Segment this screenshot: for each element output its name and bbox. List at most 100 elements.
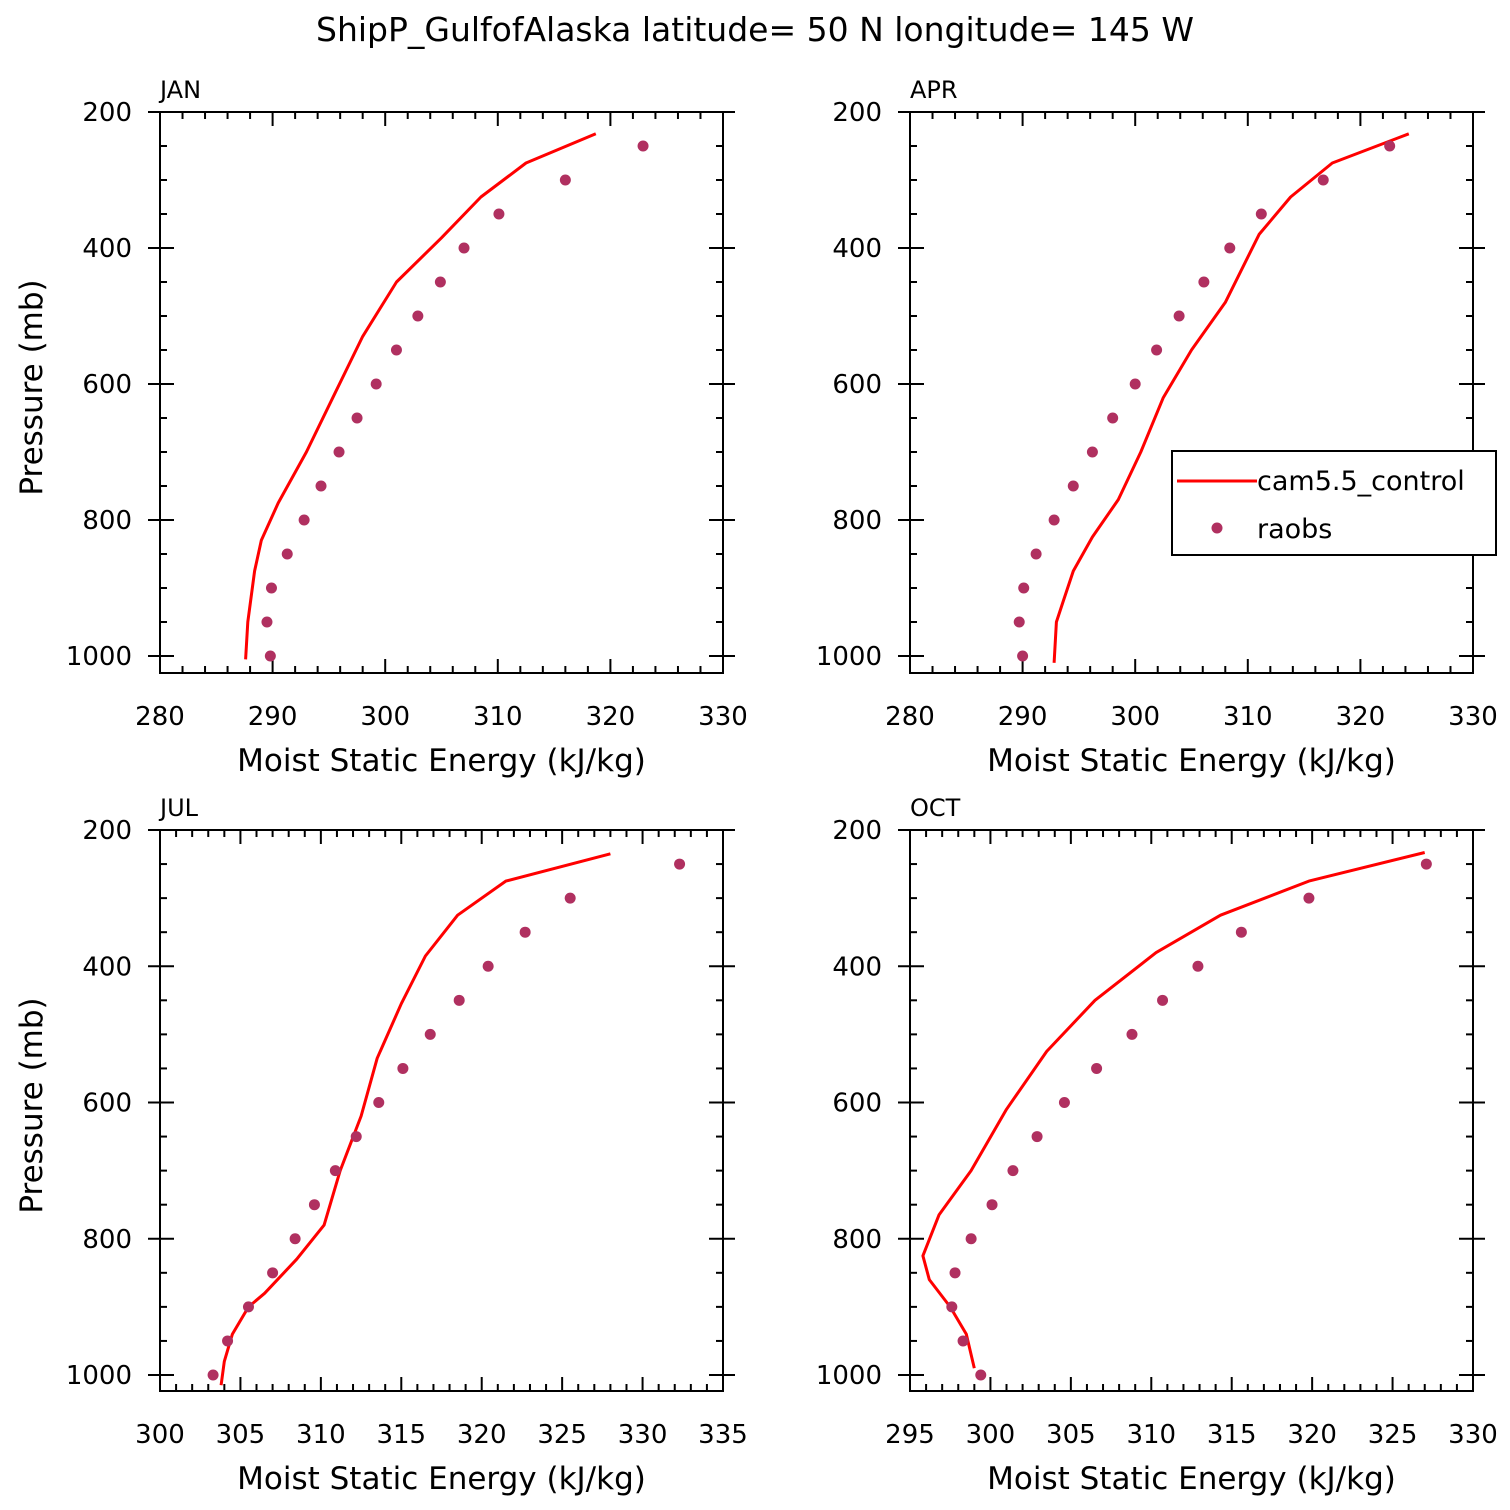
obs-point — [308, 1199, 320, 1211]
x-tick-label: 325 — [537, 1420, 587, 1450]
y-tick-label: 800 — [82, 506, 132, 536]
y-tick-label: 600 — [82, 1089, 132, 1119]
obs-point — [1107, 412, 1119, 424]
obs-point — [1192, 960, 1204, 972]
x-tick-label: 320 — [1336, 702, 1386, 732]
obs-point — [373, 1097, 385, 1108]
series-line-model — [921, 851, 1426, 1369]
obs-point — [298, 514, 310, 526]
obs-point — [1151, 344, 1163, 356]
obs-point — [1018, 582, 1030, 594]
obs-point — [264, 650, 276, 662]
x-tick-label: 320 — [586, 702, 636, 732]
x-axis-label: Moist Static Energy (kJ/kg) — [987, 743, 1396, 779]
y-tick-label: 400 — [832, 234, 882, 264]
obs-point — [289, 1233, 301, 1245]
obs-point — [412, 310, 424, 322]
obs-point — [1091, 1062, 1103, 1074]
obs-point — [986, 1199, 998, 1211]
y-tick-label: 1000 — [816, 642, 882, 672]
y-tick-label: 600 — [82, 370, 132, 400]
obs-point — [519, 926, 531, 938]
x-tick-label: 305 — [1046, 1420, 1096, 1450]
obs-point — [1173, 310, 1185, 322]
obs-point — [1224, 242, 1236, 254]
x-axis-label: Moist Static Energy (kJ/kg) — [987, 1461, 1396, 1497]
y-tick-label: 200 — [832, 816, 882, 846]
obs-point — [1255, 208, 1267, 220]
obs-point — [1420, 858, 1432, 870]
legend-label-obs: raobs — [1257, 514, 1332, 545]
y-tick-label: 800 — [832, 1225, 882, 1255]
obs-point — [1086, 446, 1098, 458]
x-axis-label: Moist Static Energy (kJ/kg) — [237, 743, 646, 779]
y-tick-label: 200 — [832, 98, 882, 128]
legend-marker-swatch — [1211, 522, 1223, 534]
x-tick-label: 290 — [998, 702, 1048, 732]
panel-oct: OCT 295 300 305 310 315 320 325 330 200 400 600 800 1… — [816, 794, 1498, 1497]
obs-point — [351, 412, 363, 424]
x-tick-label: 305 — [216, 1420, 266, 1450]
x-tick-label: 300 — [1110, 702, 1160, 732]
panel-title: APR — [910, 76, 958, 104]
panel-title: JAN — [158, 76, 201, 104]
obs-point — [390, 344, 402, 356]
legend-label-model: cam5.5_control — [1257, 466, 1465, 497]
obs-point — [1129, 378, 1141, 390]
obs-point — [1030, 548, 1042, 560]
y-tick-label: 600 — [832, 1089, 882, 1119]
x-tick-label: 330 — [1448, 702, 1498, 732]
x-axis-label: Moist Static Energy (kJ/kg) — [237, 1461, 646, 1497]
x-tick-label: 310 — [473, 702, 523, 732]
y-tick-label: 200 — [82, 98, 132, 128]
panel-jul: JUL 300 305 310 315 320 325 330 335 200 400 600 800 1… — [14, 794, 748, 1497]
y-tick-label: 600 — [832, 370, 882, 400]
series-line-model — [244, 132, 597, 660]
obs-point — [281, 548, 293, 560]
obs-point — [1048, 514, 1060, 526]
obs-point — [207, 1369, 219, 1381]
series-line-model — [219, 852, 611, 1386]
panel-apr: APR 280 290 300 310 320 330 200 400 600 800 1000 Moi… — [816, 76, 1498, 779]
obs-point — [1317, 174, 1329, 186]
obs-point — [965, 1233, 977, 1245]
x-tick-label: 295 — [885, 1420, 935, 1450]
x-tick-label: 330 — [1448, 1420, 1498, 1450]
obs-point — [1198, 276, 1210, 288]
obs-point — [674, 858, 686, 870]
plot-frame — [909, 111, 1474, 674]
y-tick-label: 400 — [832, 952, 882, 982]
plot-frame — [909, 829, 1474, 1392]
y-tick-label: 800 — [832, 506, 882, 536]
y-tick-label: 1000 — [66, 1361, 132, 1391]
y-tick-label: 400 — [82, 952, 132, 982]
obs-point — [1031, 1131, 1043, 1143]
obs-point — [975, 1369, 987, 1381]
obs-point — [949, 1267, 961, 1279]
obs-point — [242, 1301, 254, 1313]
obs-point — [564, 892, 576, 904]
obs-point — [1157, 994, 1169, 1006]
obs-point — [957, 1335, 969, 1347]
y-axis-label: Pressure (mb) — [14, 997, 50, 1213]
obs-point — [1013, 616, 1025, 628]
x-tick-label: 315 — [376, 1420, 426, 1450]
obs-point — [946, 1301, 958, 1313]
obs-point — [434, 276, 446, 288]
x-tick-label: 320 — [1287, 1420, 1337, 1450]
x-tick-label: 315 — [1207, 1420, 1257, 1450]
x-tick-label: 310 — [1223, 702, 1273, 732]
x-tick-label: 300 — [966, 1420, 1016, 1450]
obs-point — [1017, 650, 1029, 662]
obs-point — [1058, 1097, 1070, 1108]
x-tick-label: 310 — [296, 1420, 346, 1450]
obs-point — [637, 140, 649, 152]
obs-point — [424, 1028, 436, 1040]
obs-point — [1235, 926, 1247, 938]
obs-point — [350, 1131, 362, 1143]
obs-point — [333, 446, 345, 458]
y-tick-label: 1000 — [816, 1361, 882, 1391]
obs-point — [261, 616, 273, 628]
obs-point — [267, 1267, 279, 1279]
